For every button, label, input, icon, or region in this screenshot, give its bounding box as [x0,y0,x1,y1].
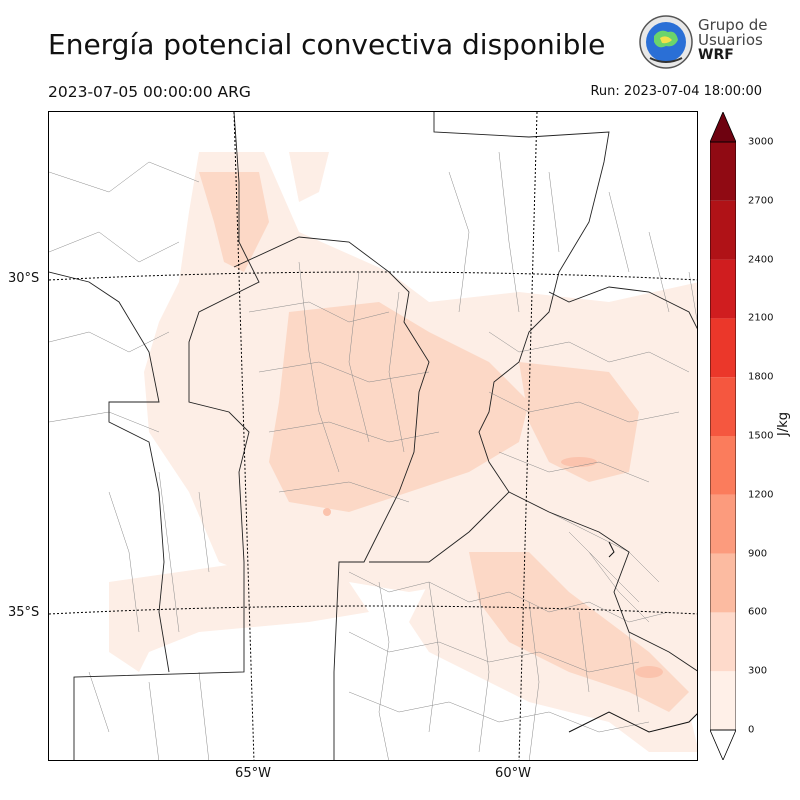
colorbar-tick-label: 2400 [748,254,774,266]
colorbar-segment [710,318,736,378]
colorbar-segment [710,612,736,672]
colorbar-tick-label: 0 [748,724,755,736]
colorbar-segment [710,494,736,554]
logo-line-1: Grupo de [698,16,768,34]
colorbar-segment [710,671,736,730]
run-time: Run: 2023-07-04 18:00:00 [590,84,762,99]
colorbar-segment [710,142,736,201]
country-coastline [568,541,697,733]
lon-label-65w: 65°W [235,766,271,781]
lon-label-60w: 60°W [495,766,531,781]
parallel-30s [49,271,697,281]
valid-time: 2023-07-05 00:00:00 ARG [48,83,251,101]
lat-label-35s: 35°S [8,605,40,620]
graticule [49,112,697,760]
colorbar-tick-label: 1200 [748,489,774,501]
colorbar-tick-label: 2100 [748,312,774,324]
wrf-logo: Grupo de Usuarios WRF [638,14,768,74]
logo-line-2: Usuarios [698,31,763,49]
colorbar-segment [710,436,736,495]
colorbar-tick-label: 3000 [748,136,774,148]
department-boundaries [49,151,697,760]
colorbar-max-extend-arrow [710,112,736,143]
colorbar-tick-label: 900 [748,548,768,560]
meridian-60w [518,112,538,760]
map-area [48,111,698,761]
parallel-35s [49,605,697,615]
colorbar-segment [710,259,736,319]
lat-label-30s: 30°S [8,271,40,286]
cape-map [49,112,697,760]
globe-emblem-icon [639,15,693,69]
colorbar-tick-label: 300 [748,665,768,677]
colorbar-tick-label: 1500 [748,430,774,442]
cape-field-600-900 [323,457,663,678]
colorbar-tick-label: 1800 [748,371,774,383]
logo-text: Grupo de Usuarios WRF [698,18,768,63]
map-title: Energía potencial convectiva disponible [48,28,606,61]
colorbar-segment [710,200,736,260]
logo-line-3: WRF [698,47,734,63]
colorbar-min-extend-arrow [710,729,736,760]
colorbar-unit-label: J/kg [776,412,791,436]
province-boundaries [49,112,697,760]
colorbar-segment [710,553,736,613]
colorbar-tick-label: 2700 [748,195,774,207]
colorbar-segment [710,377,736,436]
colorbar [710,112,736,760]
meridian-65w [233,112,255,760]
colorbar-outline [710,141,736,731]
colorbar-tick-label: 600 [748,606,768,618]
